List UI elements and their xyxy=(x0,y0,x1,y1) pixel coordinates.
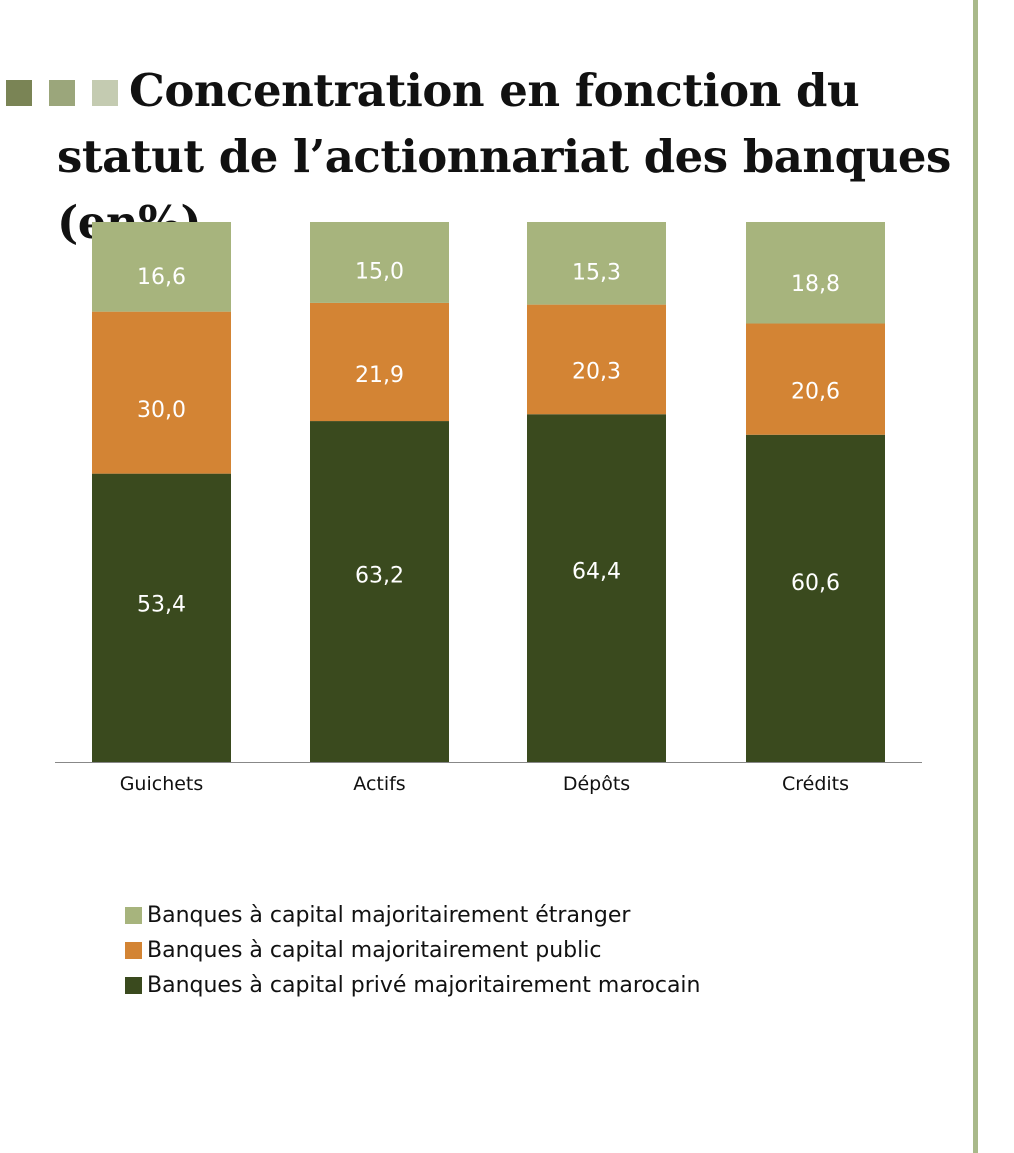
bar-segment xyxy=(746,323,885,435)
data-label: 30,0 xyxy=(137,398,186,423)
bar-segment xyxy=(746,222,885,324)
data-label: 20,3 xyxy=(572,359,621,384)
bar-segment xyxy=(746,434,885,762)
data-label: 60,6 xyxy=(791,571,840,596)
legend-item: Banques à capital majoritairement public xyxy=(125,933,700,968)
legend-label: Banques à capital majoritairement public xyxy=(147,938,602,963)
page-border-line xyxy=(973,0,978,1153)
data-label: 16,6 xyxy=(137,265,186,290)
category-label: Crédits xyxy=(782,773,849,795)
legend-label: Banques à capital majoritairement étrang… xyxy=(147,903,631,928)
title-square-2 xyxy=(49,80,75,106)
data-label: 15,3 xyxy=(572,261,621,286)
legend-item: Banques à capital majoritairement étrang… xyxy=(125,898,700,933)
data-label: 15,0 xyxy=(355,260,404,285)
legend-swatch xyxy=(125,907,142,924)
data-label: 63,2 xyxy=(355,563,404,588)
bar-segment xyxy=(310,302,449,422)
bar-segment xyxy=(92,222,231,312)
legend-label: Banques à capital privé majoritairement … xyxy=(147,973,701,998)
legend-swatch xyxy=(125,977,142,994)
chart-title-text: Concentration en fonction du statut de l… xyxy=(57,64,951,249)
data-label: 21,9 xyxy=(355,363,404,388)
data-label: 20,6 xyxy=(791,379,840,404)
title-square-1 xyxy=(6,80,32,106)
bar-segment xyxy=(527,222,666,305)
legend: Banques à capital majoritairement étrang… xyxy=(125,898,700,1003)
bar-segment xyxy=(310,222,449,303)
bar-segment xyxy=(527,304,666,415)
data-label: 18,8 xyxy=(791,272,840,297)
legend-item: Banques à capital privé majoritairement … xyxy=(125,968,700,1003)
bar-segment xyxy=(92,473,231,762)
bar-segment xyxy=(92,311,231,474)
category-label: Dépôts xyxy=(563,773,630,795)
title-square-3 xyxy=(92,80,118,106)
bar-segment xyxy=(527,414,666,762)
data-label: 64,4 xyxy=(572,560,621,585)
data-label: 53,4 xyxy=(137,592,186,617)
bar-segment xyxy=(310,421,449,762)
category-label: Guichets xyxy=(120,773,204,795)
chart-title: Concentration en fonction du statut de l… xyxy=(57,58,957,256)
category-label: Actifs xyxy=(353,773,405,795)
legend-swatch xyxy=(125,942,142,959)
